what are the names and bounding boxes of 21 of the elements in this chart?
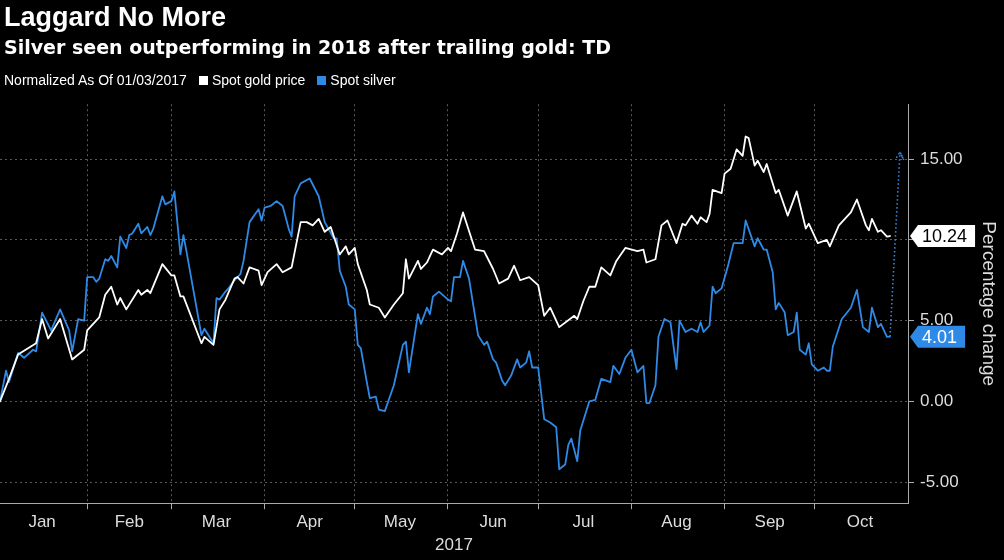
x-tick-label: Sep: [754, 512, 785, 532]
x-tick-label: Oct: [846, 512, 874, 532]
x-tick-label: Feb: [114, 512, 144, 532]
y-tick-label: 15.00: [920, 148, 963, 168]
x-tick-label: May: [383, 512, 417, 532]
x-tick-label: Jul: [572, 512, 595, 532]
x-tick-label: Apr: [296, 512, 324, 532]
chart-title: Laggard No More: [4, 2, 227, 33]
x-tick-label: Jan: [28, 512, 56, 532]
x-axis-title: 2017: [435, 535, 473, 555]
y-tick-label: -5.00: [920, 471, 959, 491]
x-tick-label: Aug: [661, 512, 692, 532]
legend-label: Spot gold price: [210, 72, 306, 88]
y-axis-title: Percentage change: [979, 221, 1001, 387]
y-tick-label: 0.00: [920, 391, 954, 411]
legend-title: Normalized As Of 01/03/2017: [4, 72, 187, 88]
chart-subtitle: Silver seen outperforming in 2018 after trailing gold: TD: [4, 36, 611, 58]
x-tick-label: Mar: [201, 512, 232, 532]
legend-label: Spot silver: [329, 72, 396, 88]
x-tick-label: Jun: [479, 512, 507, 532]
annotation: 10.24: [922, 225, 968, 246]
